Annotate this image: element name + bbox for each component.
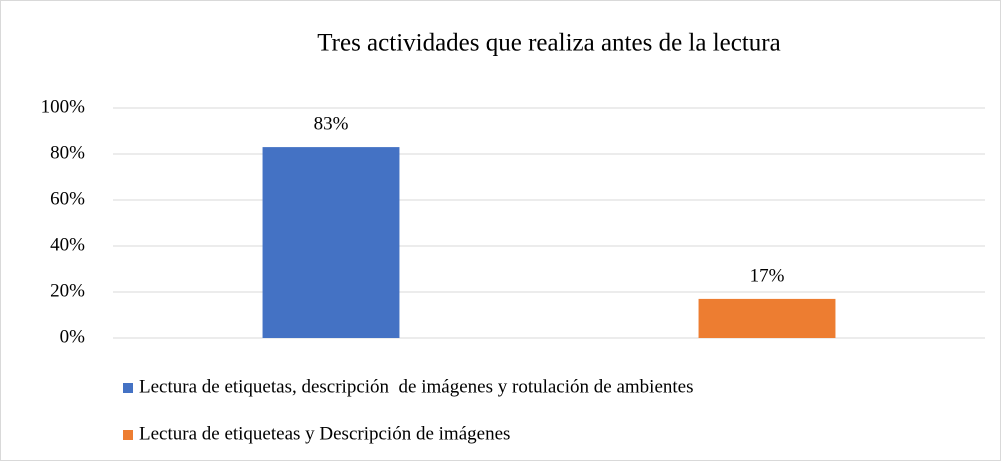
- legend-label: Lectura de etiqueteas y Descripción de i…: [139, 423, 510, 444]
- data-label: 17%: [750, 265, 785, 286]
- legend-swatch: [123, 430, 133, 440]
- bar: [698, 298, 836, 338]
- chart-title: Tres actividades que realiza antes de la…: [317, 30, 780, 57]
- data-label: 83%: [314, 113, 349, 134]
- legend-label: Lectura de etiquetas, descripción de imá…: [139, 376, 693, 397]
- y-tick-label: 100%: [41, 96, 86, 117]
- bar: [262, 147, 400, 338]
- y-tick-label: 0%: [60, 326, 86, 347]
- y-tick-label: 60%: [50, 188, 85, 209]
- y-tick-label: 40%: [50, 234, 85, 255]
- legend-swatch: [123, 383, 133, 393]
- y-tick-label: 20%: [50, 280, 85, 301]
- y-tick-label: 80%: [50, 142, 85, 163]
